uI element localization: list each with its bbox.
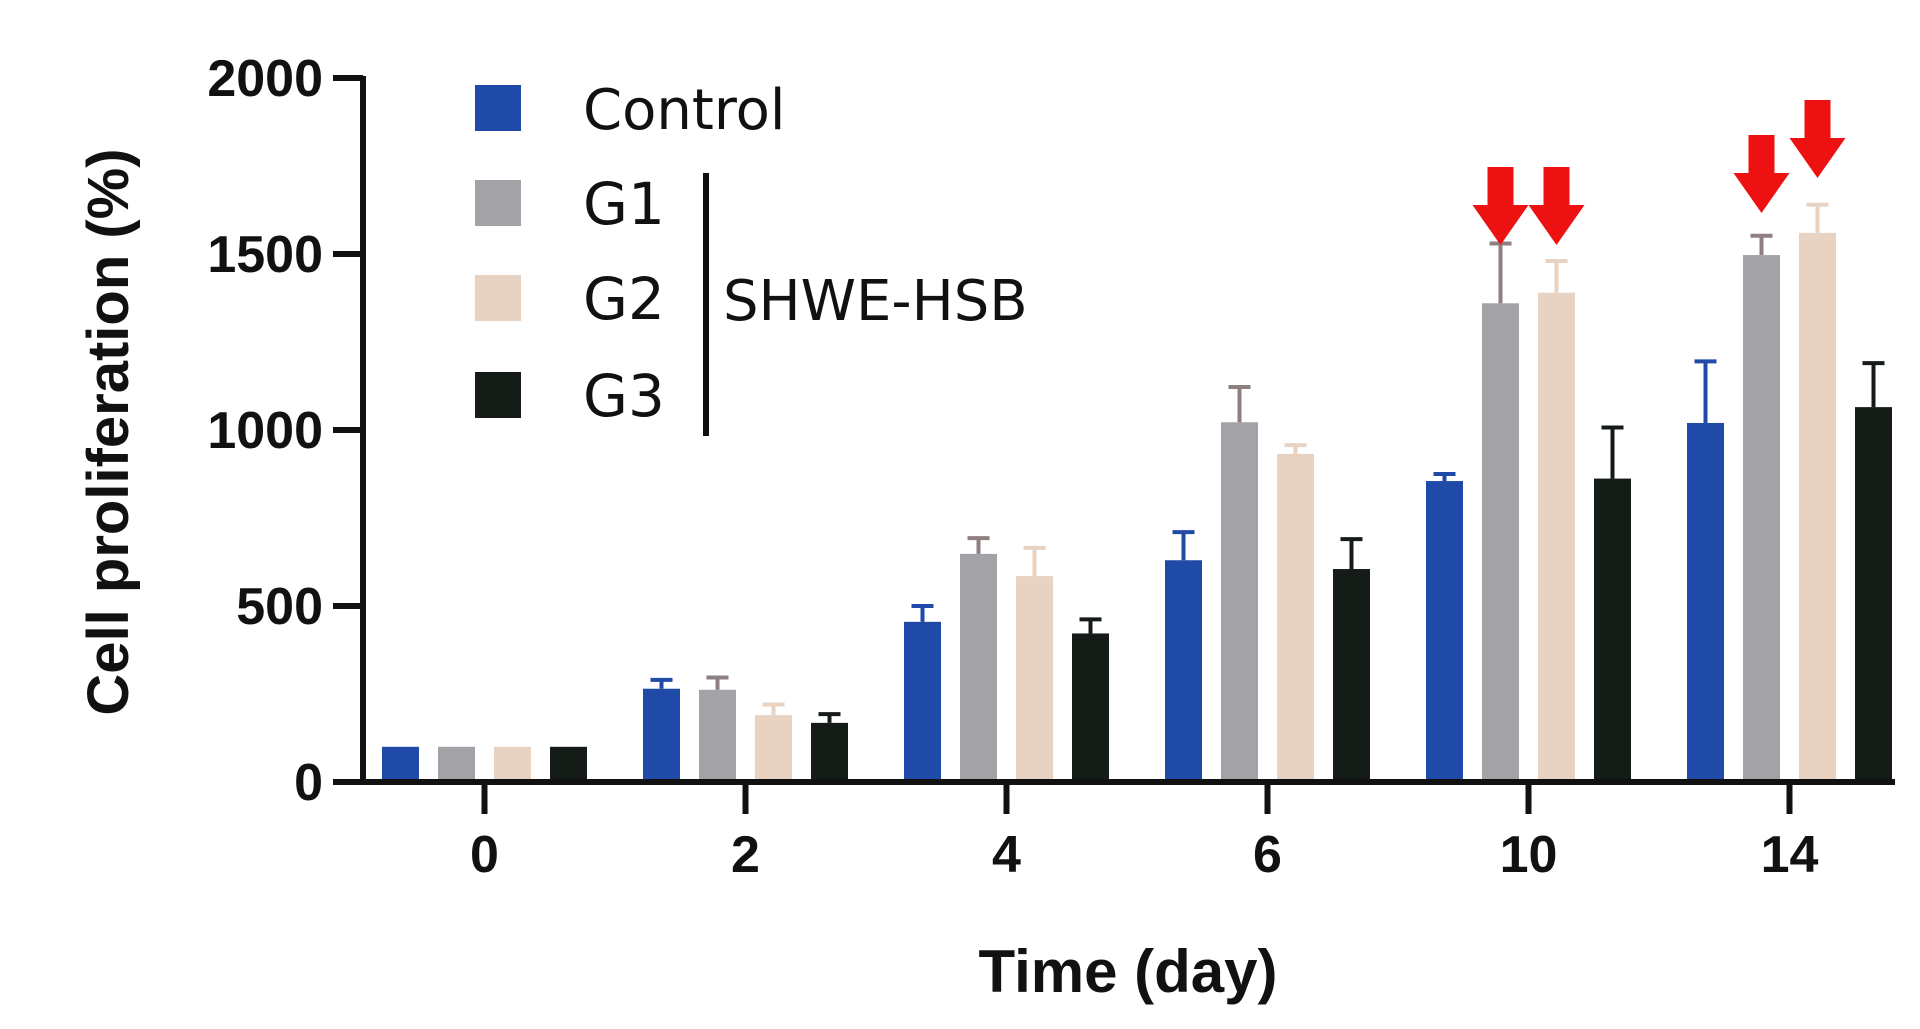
- legend-item-g3: G3: [475, 362, 665, 430]
- y-tick-label-0: 0: [294, 754, 323, 812]
- x-tick-label-0: 0: [470, 826, 499, 884]
- y-tick-label-1000: 1000: [207, 402, 323, 460]
- error-bar-g3-day-6: [1340, 537, 1363, 570]
- x-tick-label-2: 2: [731, 826, 760, 884]
- error-bar-control-day-2: [650, 677, 673, 689]
- bar-g2-day-4: [1016, 576, 1053, 782]
- error-bar-g2-day-10: [1545, 259, 1568, 293]
- y-tick-label-1500: 1500: [207, 226, 323, 284]
- error-bar-g3-day-10: [1601, 425, 1624, 479]
- error-bar-control-day-6: [1172, 530, 1195, 561]
- axes-layer: 0 500 1000 1500 2000 0 2 4 6 10 14: [207, 50, 1895, 884]
- bar-control-day-6: [1165, 560, 1202, 782]
- bar-g3-day-0: [550, 746, 587, 782]
- error-bar-g2-day-2: [762, 702, 785, 716]
- bar-g2-day-10: [1538, 292, 1575, 782]
- legend-item-g2: G2: [475, 265, 665, 333]
- error-bar-control-day-10: [1433, 472, 1456, 482]
- red-arrow-icon: [1789, 100, 1846, 178]
- legend-label-g1: G1: [583, 170, 665, 238]
- x-tick-label-6: 6: [1253, 826, 1282, 884]
- red-arrow-icon: [1472, 167, 1529, 245]
- bar-g1-day-0: [438, 746, 475, 782]
- bar-g3-day-14: [1855, 407, 1892, 782]
- bar-g1-day-10: [1482, 303, 1519, 782]
- legend-item-g1: G1: [475, 170, 665, 238]
- bar-g2-day-0: [494, 746, 531, 782]
- bar-control-day-4: [904, 621, 941, 782]
- error-bar-control-day-4: [911, 604, 934, 622]
- error-bar-g3-day-4: [1079, 617, 1102, 634]
- error-bar-control-day-14: [1694, 359, 1717, 423]
- bar-g3-day-6: [1333, 569, 1370, 782]
- legend-swatch-g1: [475, 180, 521, 226]
- y-axis-label: Cell proliferation (%): [76, 148, 141, 715]
- legend-swatch-g3: [475, 372, 521, 418]
- red-arrow-icon: [1528, 167, 1585, 245]
- bar-g3-day-4: [1072, 633, 1109, 782]
- legend: Control G1 G2 G3 SHWE-HSB: [475, 78, 1028, 436]
- bar-g2-day-6: [1277, 453, 1314, 782]
- x-tick-label-4: 4: [992, 826, 1021, 884]
- error-bar-g1-day-2: [706, 675, 729, 690]
- bar-g3-day-2: [811, 722, 848, 782]
- bar-g2-day-14: [1799, 232, 1836, 782]
- bar-control-day-0: [382, 746, 419, 782]
- legend-group-label: SHWE-HSB: [723, 269, 1028, 334]
- error-bar-g2-day-6: [1284, 443, 1307, 454]
- error-bar-g1-day-10: [1489, 241, 1512, 304]
- bar-g1-day-4: [960, 553, 997, 782]
- bar-g2-day-2: [755, 715, 792, 782]
- error-bar-g2-day-14: [1806, 202, 1829, 233]
- error-bar-g2-day-4: [1023, 545, 1046, 577]
- error-bar-g1-day-14: [1750, 233, 1773, 256]
- legend-item-control: Control: [475, 78, 785, 143]
- bar-g3-day-10: [1594, 478, 1631, 782]
- bar-control-day-2: [643, 688, 680, 782]
- bar-g1-day-6: [1221, 422, 1258, 782]
- bar-g1-day-14: [1743, 255, 1780, 782]
- legend-swatch-control: [475, 85, 521, 131]
- legend-label-g3: G3: [583, 362, 665, 430]
- red-arrow-icon: [1733, 135, 1790, 213]
- annotation-arrows-layer: [1472, 100, 1846, 245]
- legend-swatch-g2: [475, 275, 521, 321]
- x-axis-label: Time (day): [979, 938, 1278, 1005]
- error-bar-g3-day-14: [1862, 361, 1885, 408]
- error-bars-layer: [650, 202, 1885, 723]
- x-tick-label-14: 14: [1761, 826, 1819, 884]
- y-tick-label-500: 500: [236, 578, 323, 636]
- bars-layer: [382, 232, 1892, 782]
- bar-control-day-14: [1687, 422, 1724, 782]
- error-bar-g1-day-4: [967, 536, 990, 554]
- legend-label-g2: G2: [583, 265, 665, 333]
- error-bar-g1-day-6: [1228, 385, 1251, 423]
- bar-g1-day-2: [699, 689, 736, 782]
- y-tick-label-2000: 2000: [207, 50, 323, 108]
- x-tick-label-10: 10: [1500, 826, 1558, 884]
- error-bar-g3-day-2: [818, 712, 841, 723]
- legend-label-control: Control: [583, 78, 785, 143]
- bar-control-day-10: [1426, 481, 1463, 782]
